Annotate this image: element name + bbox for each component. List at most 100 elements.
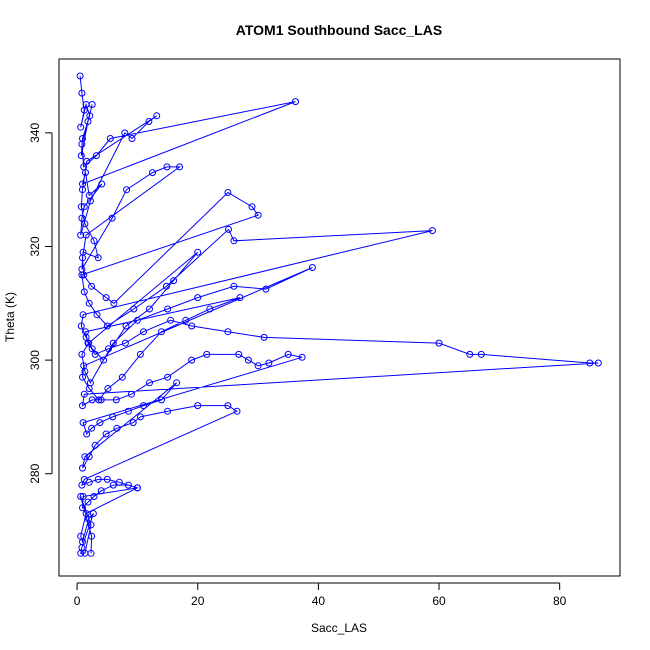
data-point — [80, 203, 88, 211]
x-axis-label: Sacc_LAS — [311, 621, 367, 635]
data-point — [87, 521, 95, 529]
data-point — [194, 248, 202, 256]
data-point — [133, 484, 141, 492]
data-point — [118, 373, 126, 381]
data-point — [78, 140, 86, 148]
data-point — [236, 294, 244, 302]
data-point — [80, 288, 88, 296]
data-point — [206, 305, 214, 313]
data-point — [149, 169, 156, 177]
data-point — [140, 328, 147, 336]
data-point — [78, 214, 86, 222]
data-point — [77, 152, 85, 160]
data-point — [110, 299, 118, 307]
data-point — [298, 353, 306, 361]
data-point — [95, 396, 103, 404]
data-point — [76, 72, 84, 80]
data-point — [102, 294, 110, 302]
data-point — [121, 129, 129, 137]
data-point — [77, 123, 85, 131]
data-point — [188, 322, 196, 330]
data-point — [104, 385, 112, 392]
data-point — [78, 350, 86, 358]
x-tick-label: 0 — [74, 594, 81, 608]
data-point — [86, 197, 94, 205]
data-point — [136, 350, 144, 358]
data-point — [145, 118, 153, 125]
data-point — [167, 316, 175, 324]
y-axis: 280 300 320 340 — [28, 123, 53, 484]
data-point — [81, 453, 89, 461]
data-point — [102, 430, 110, 438]
data-point — [84, 498, 92, 506]
data-point — [83, 157, 91, 165]
data-point — [244, 356, 252, 364]
data-point — [77, 231, 85, 239]
x-tick-label: 40 — [312, 594, 326, 608]
data-point — [91, 350, 99, 358]
data-point — [164, 373, 172, 381]
data-point — [254, 211, 262, 219]
data-point — [97, 396, 105, 404]
data-point — [162, 282, 170, 290]
data-point — [235, 350, 243, 358]
data-point — [81, 220, 89, 228]
data-point — [146, 379, 153, 387]
x-tick-label: 20 — [191, 594, 205, 608]
data-point — [87, 549, 95, 557]
data-point — [98, 180, 106, 188]
data-point — [158, 328, 165, 336]
x-tick-label: 80 — [553, 594, 567, 608]
data-point — [140, 402, 147, 410]
data-point — [230, 237, 238, 245]
data-point — [82, 510, 90, 517]
data-point — [78, 481, 86, 489]
data-point — [85, 478, 93, 486]
data-point — [188, 356, 196, 364]
data-point — [94, 475, 102, 483]
data-point — [79, 419, 87, 427]
data-point — [79, 311, 87, 319]
data-point — [106, 135, 114, 142]
data-point — [176, 163, 184, 171]
data-point — [265, 359, 273, 367]
data-point — [79, 493, 87, 500]
data-point — [103, 475, 111, 483]
data-point — [94, 254, 102, 262]
data-point — [194, 402, 202, 410]
data-point — [77, 493, 85, 500]
data-point — [164, 407, 172, 415]
data-point — [122, 322, 130, 330]
y-tick-label: 320 — [28, 236, 42, 256]
data-point — [203, 350, 211, 358]
data-point — [92, 152, 100, 160]
data-point — [124, 481, 132, 489]
data-point — [153, 112, 161, 120]
y-axis-label: Theta (K) — [3, 292, 17, 342]
data-point — [164, 305, 172, 313]
data-point — [113, 424, 121, 432]
series-line — [79, 75, 599, 554]
data-point — [121, 339, 129, 347]
data-point — [89, 510, 97, 517]
data-point — [88, 282, 96, 290]
data-point — [84, 339, 92, 347]
data-point — [88, 101, 96, 108]
data-point — [79, 186, 86, 194]
data-point — [88, 345, 96, 353]
data-point — [127, 390, 135, 398]
data-point — [128, 135, 136, 142]
data-point — [112, 396, 120, 404]
data-point — [248, 203, 256, 211]
data-point — [260, 333, 268, 341]
data-point — [85, 299, 93, 307]
y-tick-label: 300 — [28, 350, 42, 370]
data-point — [79, 373, 86, 381]
y-tick-label: 340 — [28, 123, 42, 143]
plot-frame — [58, 58, 621, 577]
data-point — [85, 453, 93, 461]
data-point — [115, 478, 123, 486]
data-point — [146, 305, 153, 313]
data-point — [83, 430, 91, 438]
data-point — [85, 515, 93, 523]
